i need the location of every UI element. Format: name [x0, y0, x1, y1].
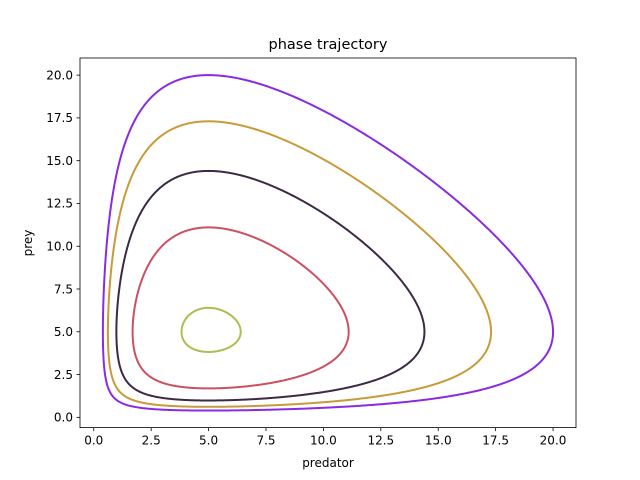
y-tick-label: 12.5	[46, 197, 73, 211]
x-axis: 0.0 2.5 5.0 7.5 10.0 12.5 15.0 17.5 20.0	[84, 427, 567, 448]
y-tick-label: 15.0	[46, 154, 73, 168]
x-tick-label: 10.0	[310, 434, 337, 448]
y-tick-label: 17.5	[46, 111, 73, 125]
x-tick-label: 20.0	[540, 434, 567, 448]
x-tick-label: 5.0	[199, 434, 218, 448]
x-tick-label: 17.5	[482, 434, 509, 448]
y-tick-label: 5.0	[54, 325, 73, 339]
plot-frame	[79, 57, 577, 429]
y-axis-label: prey	[21, 230, 35, 257]
trajectory-line-3	[115, 169, 426, 402]
y-axis: 0.0 2.5 5.0 7.5 10.0 12.5 15.0 17.5 20.0	[46, 68, 80, 425]
x-tick-label: 0.0	[84, 434, 103, 448]
y-tick-label: 20.0	[46, 68, 73, 82]
y-tick-label: 2.5	[54, 368, 73, 382]
y-tick-label: 10.0	[46, 240, 73, 254]
trajectory-line-2	[131, 226, 350, 390]
x-tick-label: 12.5	[367, 434, 394, 448]
chart-title: phase trajectory	[269, 37, 388, 53]
x-tick-label: 7.5	[256, 434, 275, 448]
y-tick-label: 0.0	[54, 411, 73, 425]
x-tick-label: 15.0	[425, 434, 452, 448]
series-layer	[101, 74, 555, 412]
trajectory-line-1	[180, 306, 242, 353]
x-axis-label: predator	[302, 456, 354, 470]
x-tick-label: 2.5	[142, 434, 161, 448]
trajectory-line-4	[106, 120, 493, 408]
trajectory-line-5	[101, 74, 555, 412]
y-tick-label: 7.5	[54, 282, 73, 296]
